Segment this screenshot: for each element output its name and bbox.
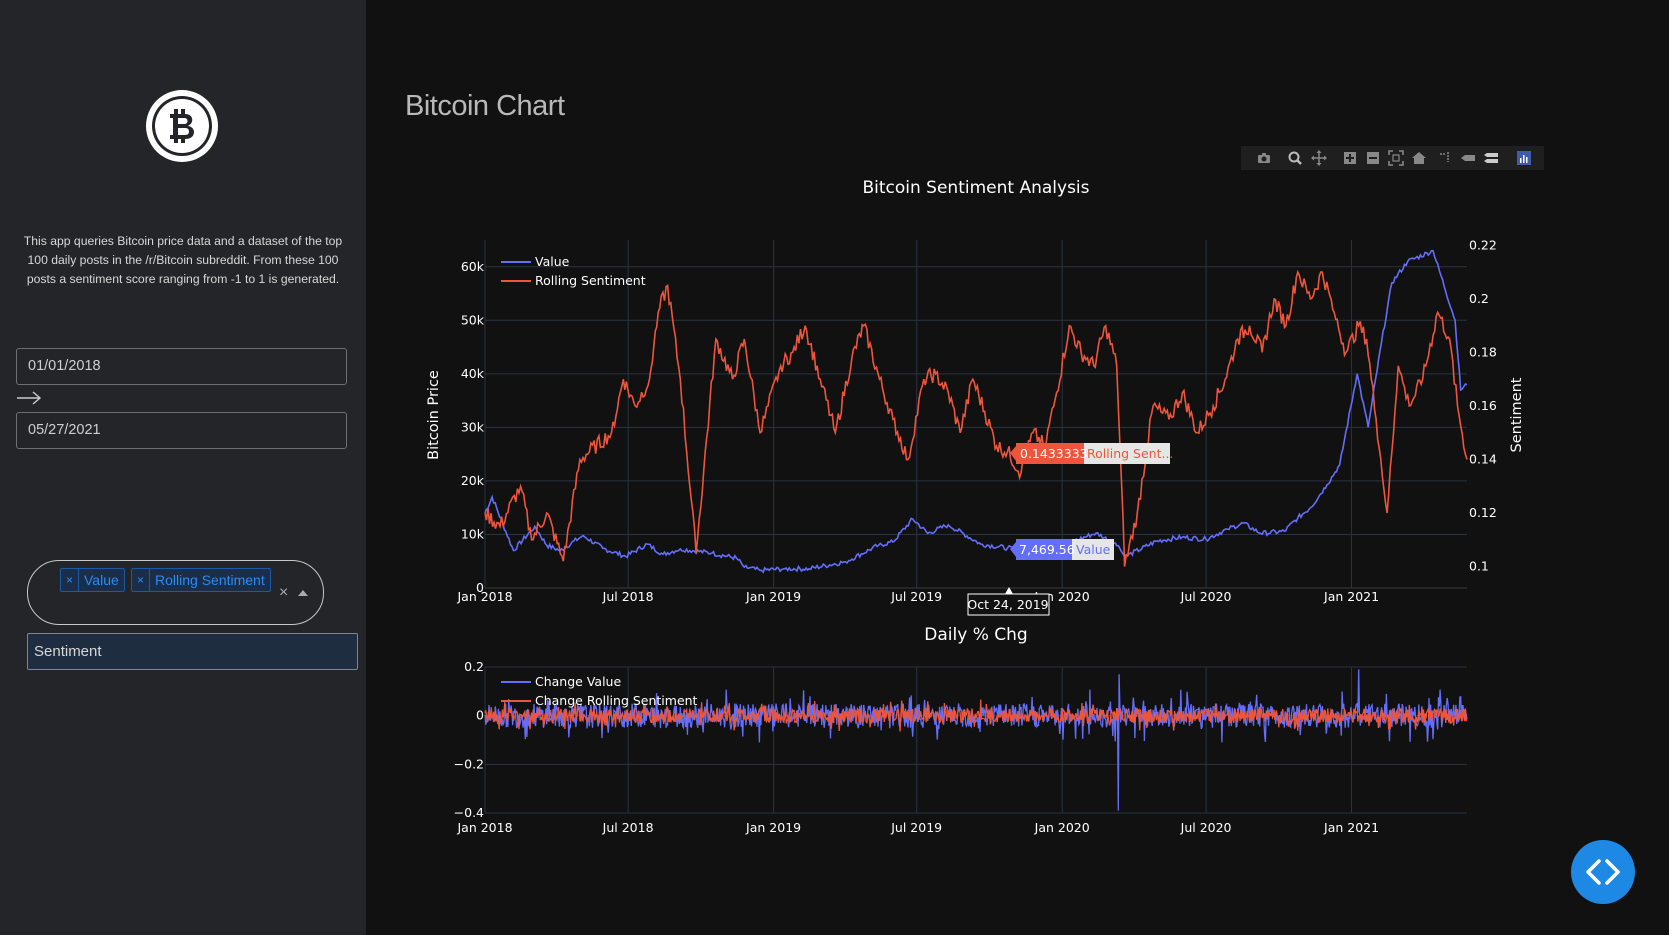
sentiment-select[interactable]: Sentiment [27,633,358,670]
camera-icon[interactable] [1256,150,1272,166]
hover-price-value: 7,469.56 [1019,542,1075,557]
sidebar: This app queries Bitcoin price data and … [0,0,366,935]
y-axis-title: Bitcoin Price [426,370,442,460]
main-y2-tick-label: 0.16 [1469,398,1497,413]
sub-chart-title: Daily % Chg [924,625,1027,645]
sub-x-tick-label: Jan 2021 [1323,820,1379,835]
sub-y-tick-label: −0.2 [454,756,484,771]
start-date-input[interactable]: 01/01/2018 [16,348,347,385]
hover-label-date: Oct 24, 2019 [967,587,1050,616]
hover-compare-icon[interactable] [1483,150,1499,166]
tag-label: Rolling Sentiment [155,572,265,588]
hover-sentiment-label: Rolling Sent... [1087,446,1173,461]
main-chart-title: Bitcoin Sentiment Analysis [862,178,1089,198]
end-date-input[interactable]: 05/27/2021 [16,412,347,449]
main-y2-tick-label: 0.1 [1469,559,1489,574]
remove-tag-icon[interactable]: × [61,569,79,591]
code-icon [1586,859,1620,885]
legend-item-change-rolling-sentiment[interactable]: Change Rolling Sentiment [535,693,698,708]
sub-x-tick-label: Jan 2020 [1034,820,1090,835]
sub-x-tick-label: Jul 2019 [890,820,942,835]
selected-tag-rolling-sentiment: × Rolling Sentiment [131,568,271,592]
plotly-logo-icon[interactable] [1516,150,1532,166]
legend-item-value[interactable]: Value [535,254,570,269]
main-x-tick-label: Jul 2018 [602,589,654,604]
main-y2-tick-label: 0.22 [1469,237,1497,252]
sub-x-tick-label: Jan 2019 [745,820,801,835]
main-y-tick-label: 30k [461,419,485,434]
sub-x-tick-label: Jul 2020 [1180,820,1232,835]
legend-item-rolling-sentiment[interactable]: Rolling Sentiment [535,273,646,288]
sub-chart-grid [484,666,1467,814]
reset-axes-icon[interactable] [1411,150,1427,166]
main-x-tick-label: Jan 2019 [745,589,801,604]
hover-label-value: 7,469.56 Value [1010,539,1114,560]
sub-y-tick-label: 0 [476,708,484,723]
legend-item-change-value[interactable]: Change Value [535,674,621,689]
caret-up-icon[interactable] [298,590,308,596]
main-chart-grid [484,240,1467,589]
main-y-tick-label: 60k [461,259,485,274]
hover-sentiment-value: 0.1433333 [1020,446,1088,461]
series-multi-select[interactable]: × Value × Rolling Sentiment × [27,560,324,625]
sub-y-tick-label: −0.4 [454,805,484,820]
sub-chart-legend[interactable]: Change Value Change Rolling Sentiment [501,674,698,708]
arrow-right-icon [17,391,42,405]
main-x-tick-label: Jan 2021 [1323,589,1379,604]
bitcoin-logo-icon [146,90,218,162]
hover-date: Oct 24, 2019 [967,597,1048,612]
main-y-tick-label: 40k [461,366,485,381]
zoom-icon[interactable] [1287,150,1303,166]
chart-modebar [1241,146,1544,170]
main-y2-tick-label: 0.2 [1469,291,1489,306]
main-y-tick-label: 50k [461,312,485,327]
main-x-tick-label: Jan 2018 [456,589,512,604]
sub-x-tick-label: Jan 2018 [456,820,512,835]
main-y2-tick-label: 0.18 [1469,344,1497,359]
main-y2-tick-label: 0.12 [1469,505,1497,520]
main-y-tick-label: 0 [476,580,484,595]
autoscale-icon[interactable] [1388,150,1404,166]
code-toggle-button[interactable] [1571,840,1635,904]
app-description: This app queries Bitcoin price data and … [23,234,343,286]
selected-tag-value: × Value [60,568,125,592]
hover-label-sentiment: 0.1433333 Rolling Sent... [1010,443,1173,464]
zoom-out-icon[interactable] [1365,150,1381,166]
series-line-rolling-sentiment[interactable] [484,269,1468,567]
main-y-tick-label: 20k [461,473,485,488]
tag-label: Value [84,572,119,588]
hover-closest-icon[interactable] [1460,150,1476,166]
main-y2-tick-label: 0.14 [1469,452,1497,467]
main-chart-legend[interactable]: Value Rolling Sentiment [501,254,646,288]
page-title: Bitcoin Chart [405,90,565,122]
spike-lines-icon[interactable] [1437,150,1453,166]
y2-axis-title: Sentiment [1509,377,1525,452]
remove-tag-icon[interactable]: × [132,569,150,591]
sub-x-tick-label: Jul 2018 [602,820,654,835]
hover-price-label: Value [1076,542,1111,557]
series-line-change-rolling-sentiment[interactable] [484,699,1468,732]
pan-icon[interactable] [1311,150,1327,166]
zoom-in-icon[interactable] [1342,150,1358,166]
sub-y-tick-label: 0.2 [464,659,484,674]
main-y-tick-label: 10k [461,526,485,541]
main-x-tick-label: Jul 2019 [890,589,942,604]
series-line-value[interactable] [484,249,1468,574]
clear-x-icon[interactable]: × [279,584,289,601]
main-x-tick-label: Jul 2020 [1180,589,1232,604]
series-line-change-value[interactable] [484,669,1468,811]
